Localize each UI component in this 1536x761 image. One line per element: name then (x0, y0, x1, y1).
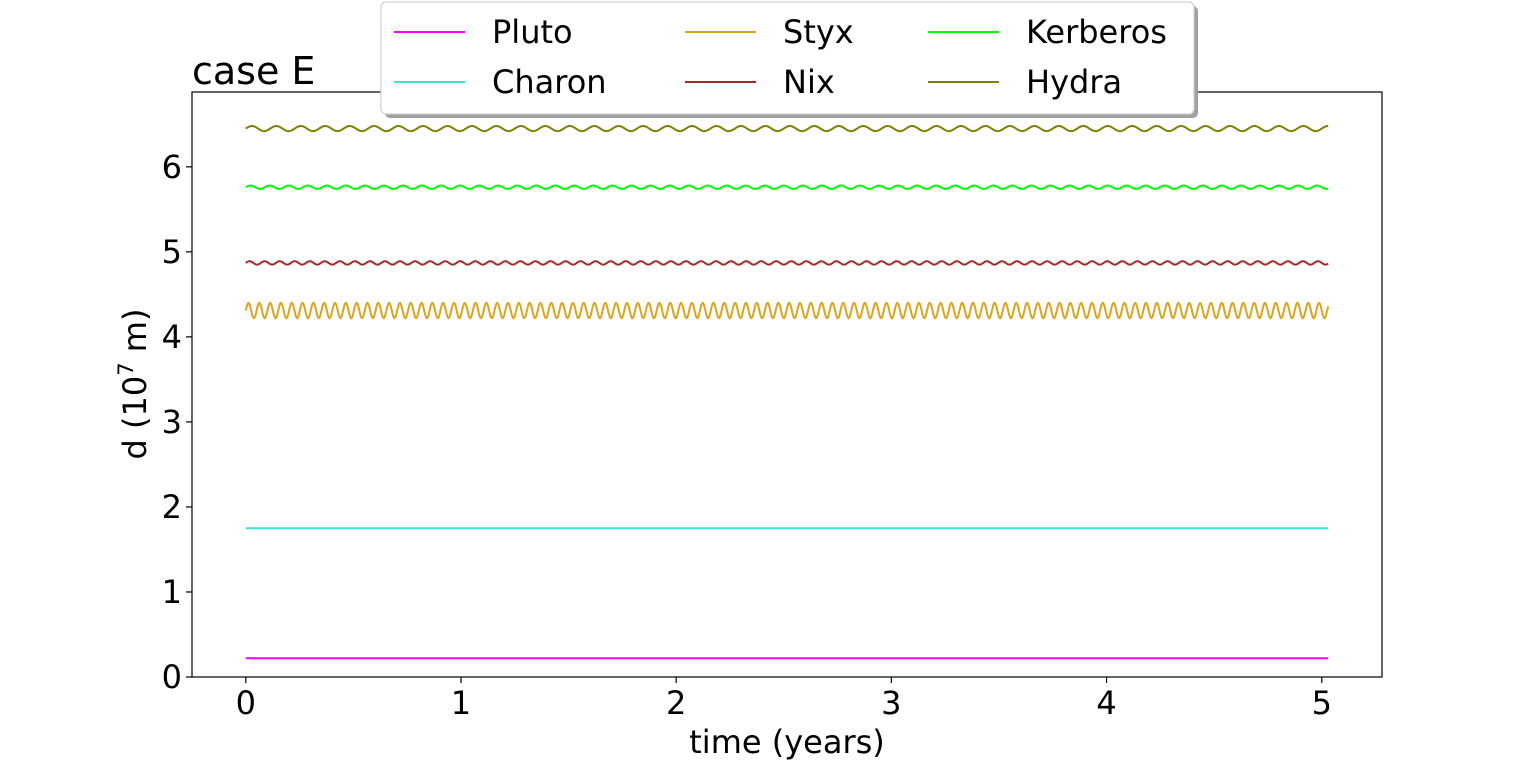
x-tick-label: 0 (236, 684, 256, 722)
y-axis-label-prefix: d (10 (116, 376, 154, 460)
y-axis-label: d (107 m) (114, 309, 154, 460)
series-line-hydra (245, 125, 1329, 133)
y-tick-label: 6 (162, 148, 182, 186)
legend-box (380, 1, 1195, 115)
legend-label: Hydra (1026, 63, 1122, 101)
x-tick-label: 4 (1096, 684, 1116, 722)
legend-item-charon: Charon (394, 63, 607, 101)
y-tick-label: 4 (162, 318, 182, 356)
legend: Pluto Charon Styx Nix Kerberos Hydra (380, 1, 1198, 118)
y-axis-label-exponent: 7 (114, 362, 138, 375)
x-tick-label: 5 (1312, 684, 1332, 722)
series-lines (244, 125, 1330, 660)
legend-item-nix: Nix (685, 63, 835, 101)
x-axis-ticks: 0 1 2 3 4 5 (236, 677, 1332, 722)
legend-item-hydra: Hydra (928, 63, 1122, 101)
x-axis-label: time (years) (689, 723, 885, 761)
legend-label: Kerberos (1026, 13, 1167, 51)
legend-entries: Pluto Charon Styx Nix Kerberos Hydra (394, 13, 1167, 101)
plot-area: 0 1 2 3 4 5 0 1 2 3 4 5 6 (162, 91, 1383, 722)
legend-label: Charon (492, 63, 607, 101)
x-tick-label: 2 (666, 684, 686, 722)
y-axis-label-suffix: m) (116, 309, 154, 363)
legend-label: Nix (783, 63, 835, 101)
axes-frame (191, 91, 1383, 678)
x-tick-label: 1 (451, 684, 471, 722)
y-tick-label: 1 (162, 573, 182, 611)
y-tick-label: 3 (162, 403, 182, 441)
legend-label: Styx (783, 13, 854, 51)
series-line-nix (245, 260, 1329, 266)
legend-item-styx: Styx (685, 13, 854, 51)
series-line-kerberos (245, 184, 1329, 190)
chart-title: case E (192, 49, 315, 93)
legend-item-pluto: Pluto (394, 13, 573, 51)
y-axis-ticks: 0 1 2 3 4 5 6 (162, 148, 192, 696)
y-tick-label: 0 (162, 658, 182, 696)
series-line-styx (244, 301, 1330, 320)
legend-label: Pluto (492, 13, 573, 51)
y-tick-label: 5 (162, 233, 182, 271)
legend-item-kerberos: Kerberos (928, 13, 1167, 51)
x-tick-label: 3 (881, 684, 901, 722)
y-tick-label: 2 (162, 488, 182, 526)
